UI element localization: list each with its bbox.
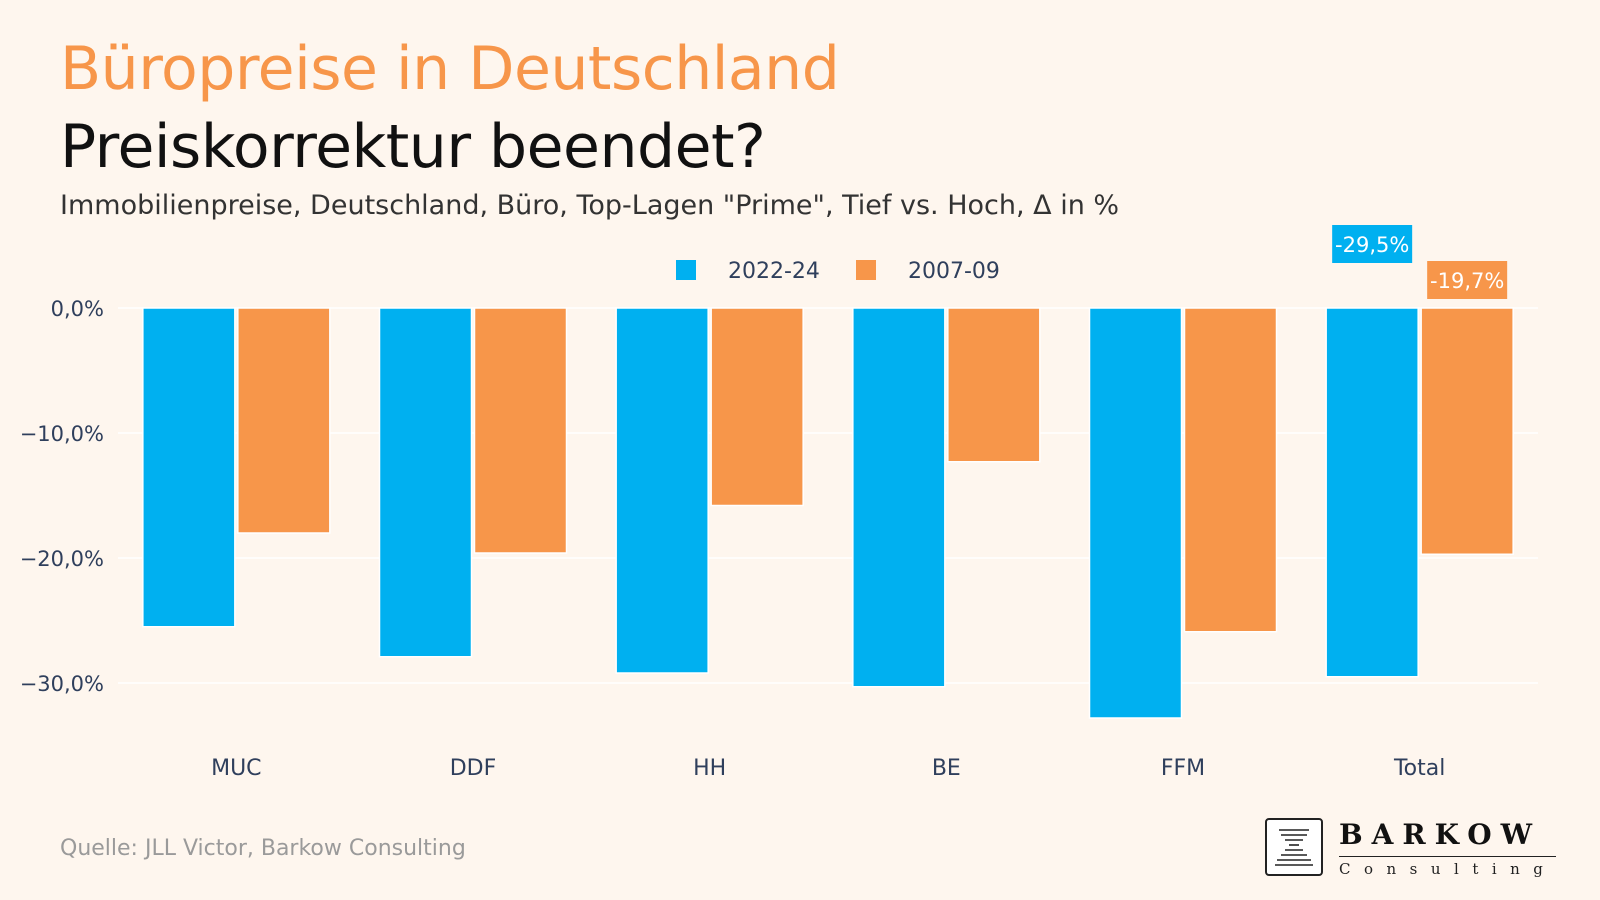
- chart-title: Büropreise in Deutschland: [60, 34, 840, 104]
- data-label-box: [1332, 225, 1413, 263]
- bar-2022-24-be: [852, 307, 946, 688]
- bar-2007-09-ddf: [473, 307, 568, 554]
- data-label-2022-24: -29,5%: [1335, 233, 1409, 257]
- bar-2007-09-total: [1420, 307, 1514, 555]
- legend-label-2007-09: 2007-09: [908, 259, 1000, 284]
- x-tick-label: DDF: [450, 756, 497, 781]
- y-tick-label: −10,0%: [20, 422, 104, 446]
- y-tick-label: −30,0%: [20, 672, 104, 696]
- legend-swatch-2007-09: [856, 260, 876, 280]
- data-label-box: [1427, 261, 1508, 299]
- logo-mark-icon: [1265, 818, 1323, 876]
- bar-2007-09-ffm: [1183, 307, 1278, 633]
- bar-2022-24-total: [1325, 307, 1419, 678]
- barkow-logo: BARKOW Consulting: [1265, 818, 1557, 882]
- legend-label-2022-24: 2022-24: [728, 259, 820, 284]
- chart-subtitle: Preiskorrektur beendet?: [60, 112, 766, 182]
- chart-caption: Immobilienpreise, Deutschland, Büro, Top…: [60, 190, 1120, 221]
- bar-2007-09-hh: [710, 307, 804, 507]
- x-tick-label: BE: [932, 756, 961, 781]
- bar-2022-24-hh: [615, 307, 709, 674]
- bar-2022-24-ffm: [1088, 307, 1183, 719]
- x-tick-label: FFM: [1161, 756, 1205, 781]
- x-tick-label: HH: [693, 756, 726, 781]
- legend-swatch-2022-24: [676, 260, 696, 280]
- y-tick-label: 0,0%: [51, 297, 104, 321]
- bar-2007-09-be: [947, 307, 1041, 463]
- bar-2022-24-ddf: [378, 307, 473, 658]
- data-label-2007-09: -19,7%: [1430, 269, 1504, 293]
- x-tick-label: MUC: [211, 756, 261, 781]
- bar-2007-09-muc: [237, 307, 331, 534]
- y-tick-label: −20,0%: [20, 547, 104, 571]
- logo-name: BARKOW: [1339, 818, 1542, 851]
- x-tick-label: Total: [1393, 756, 1445, 781]
- source-note: Quelle: JLL Victor, Barkow Consulting: [60, 836, 466, 861]
- logo-subtitle: Consulting: [1339, 856, 1557, 878]
- bar-2022-24-muc: [142, 307, 236, 628]
